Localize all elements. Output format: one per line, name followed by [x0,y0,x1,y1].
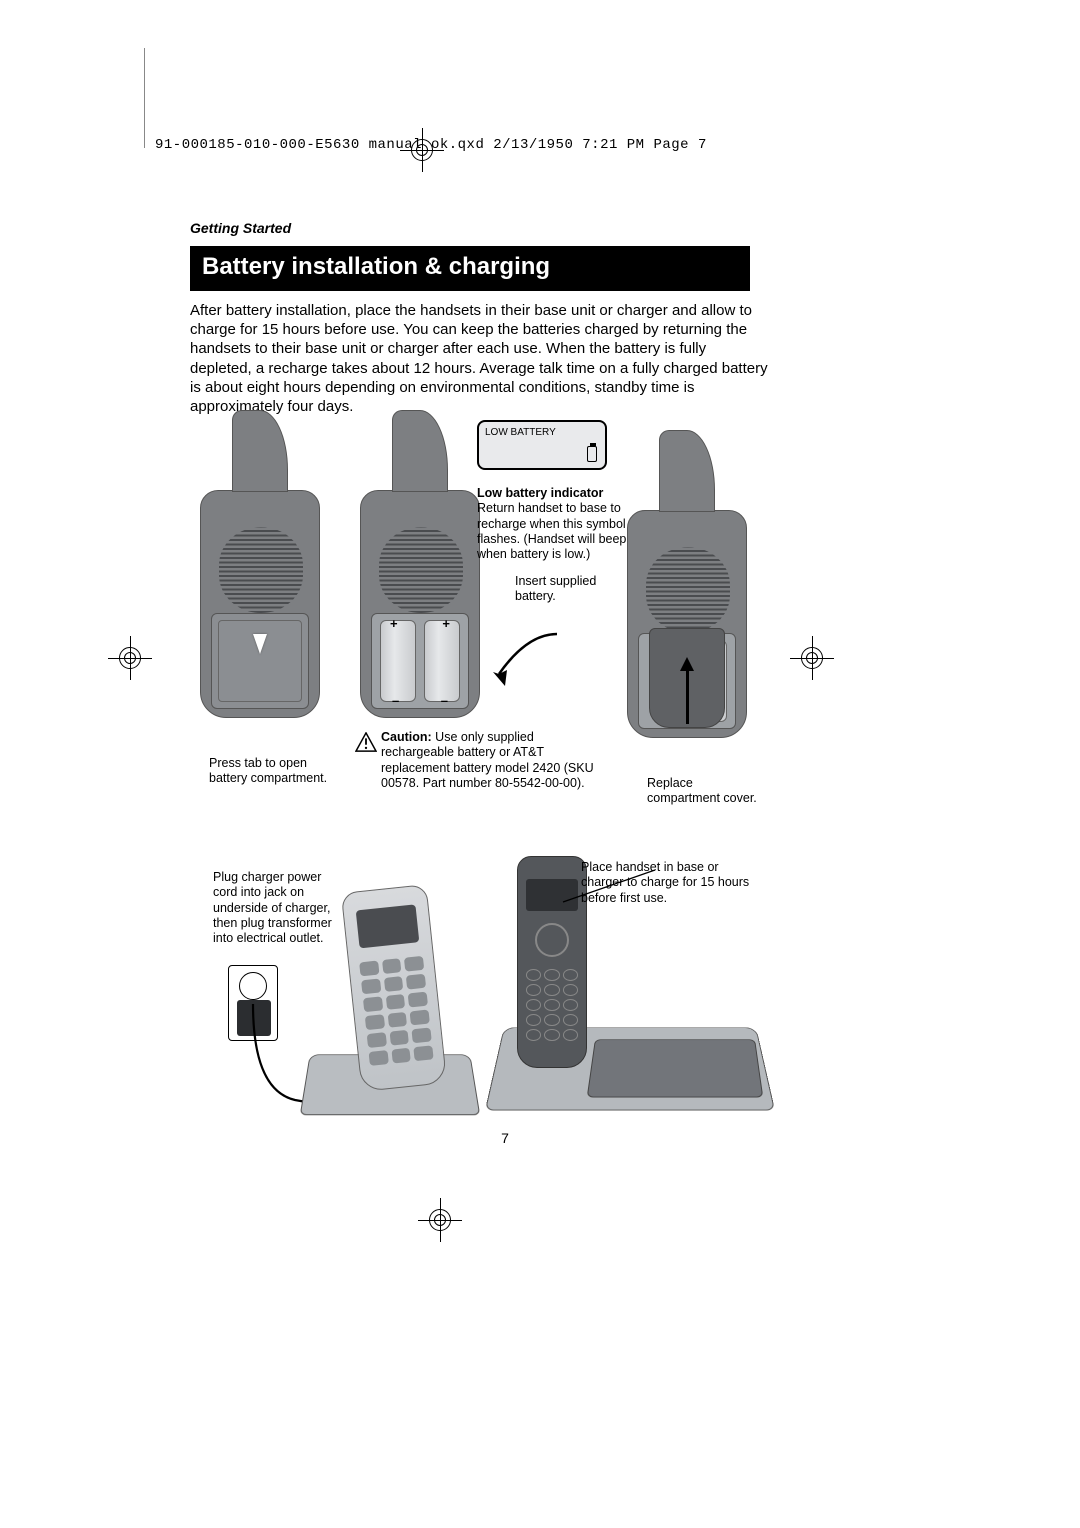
registration-mark [108,636,152,680]
low-battery-heading: Low battery indicator [477,486,603,500]
handset-step1 [200,410,320,718]
lcd-low-battery: LOW BATTERY [477,420,607,470]
caption-place-handset: Place handset in base or charger to char… [581,860,761,906]
caption-step3: Replace compartment cover. [647,776,767,807]
power-adapter [237,1000,271,1036]
title-bar: Battery installation & charging [190,246,750,291]
crop-mark-vertical-left [144,48,145,148]
page-number: 7 [501,1130,509,1146]
wall-outlet [228,965,278,1041]
caption-low-battery: Low battery indicator Return handset to … [477,486,627,562]
up-arrow-icon [680,657,694,724]
caution-icon [355,732,377,752]
lcd-text: LOW BATTERY [485,427,556,438]
caution-label: Caution: [381,730,432,744]
page-content: Getting Started Battery installation & c… [190,220,765,416]
page-title: Battery installation & charging [202,253,550,281]
section-label: Getting Started [190,220,765,236]
registration-mark [790,636,834,680]
bottom-diagram-area: Plug charger power cord into jack on und… [195,840,815,1140]
handset-step2: + + – – [360,410,480,718]
caption-step1: Press tab to open battery compartment. [209,756,339,787]
registration-mark-top [400,128,444,172]
charger-stand [305,888,475,1118]
caption-insert-battery: Insert supplied battery. [515,574,615,605]
battery-icon [587,446,597,462]
insert-arrow-icon [487,632,567,692]
intro-paragraph: After battery installation, place the ha… [190,301,770,416]
down-arrow-icon [253,634,267,654]
low-battery-body: Return handset to base to recharge when … [477,501,626,561]
handset-step3: + [627,430,747,738]
registration-mark-bottom [418,1198,462,1242]
caption-caution: Caution: Use only supplied rechargeable … [381,730,601,791]
